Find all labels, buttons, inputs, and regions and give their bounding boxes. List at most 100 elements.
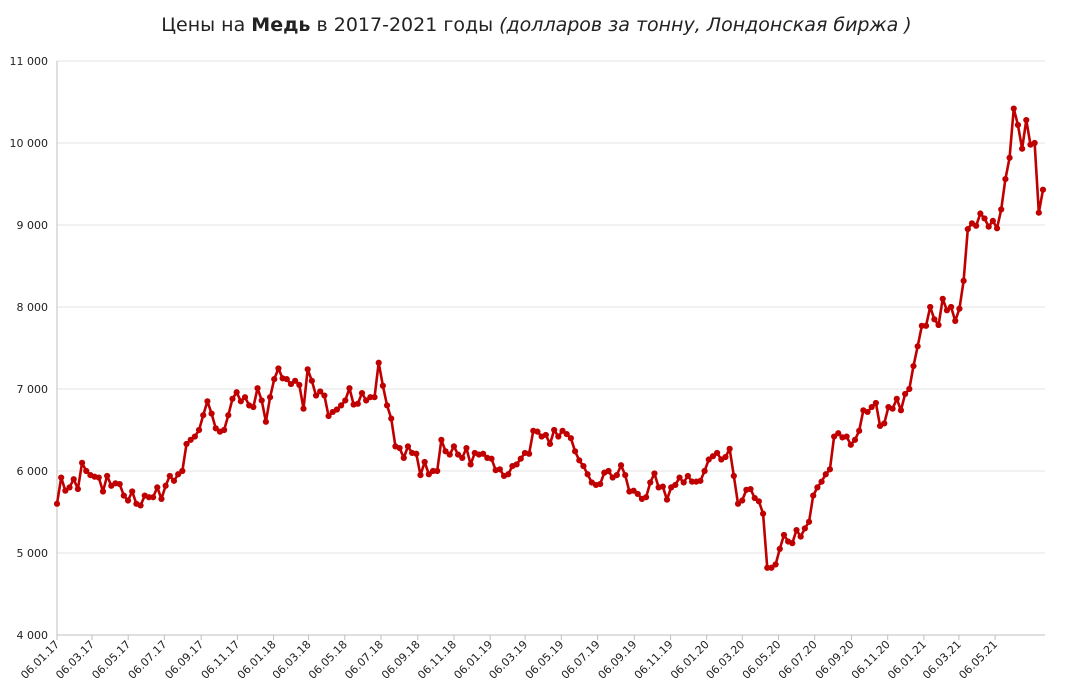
data-point (354, 400, 361, 407)
data-point (935, 321, 942, 329)
data-point (250, 403, 257, 411)
data-point (266, 394, 274, 401)
data-point (847, 441, 854, 448)
data-point (287, 380, 295, 388)
data-point (697, 477, 704, 484)
data-point (747, 485, 754, 493)
data-point (450, 443, 458, 450)
data-point (187, 436, 194, 443)
data-point (964, 226, 971, 233)
y-tick-label: 9 000 (17, 219, 49, 232)
x-tick-label: 06.03.21 (920, 638, 964, 682)
y-tick-label: 6 000 (17, 465, 49, 478)
data-point (931, 316, 938, 323)
data-point (183, 440, 190, 448)
data-point (567, 435, 574, 442)
data-point (730, 472, 737, 480)
data-point (74, 485, 81, 493)
x-axis-tick-labels: 06.01.1706.03.1706.05.1706.07.1706.09.17… (18, 638, 1000, 682)
data-point (576, 457, 583, 464)
data-point (810, 492, 817, 499)
data-point (663, 496, 671, 503)
title-middle: в 2017-2021 годы (310, 14, 500, 36)
data-point (204, 398, 211, 405)
data-point (375, 359, 382, 366)
data-point (338, 402, 345, 409)
data-point (99, 488, 107, 495)
x-tick-label: 06.09.19 (596, 638, 640, 682)
data-point (722, 453, 729, 461)
data-point (943, 307, 951, 314)
data-point (154, 484, 161, 491)
data-point (768, 564, 775, 571)
data-point (622, 472, 629, 479)
gridlines (57, 60, 1045, 554)
y-tick-label: 10 000 (10, 137, 49, 150)
data-point (1035, 209, 1042, 216)
data-point (789, 540, 796, 547)
data-point (676, 474, 683, 481)
data-point (985, 223, 992, 230)
data-point (793, 526, 800, 534)
data-point (237, 398, 244, 405)
data-point (325, 412, 332, 420)
data-point (897, 407, 905, 414)
data-point (993, 225, 1001, 232)
data-point (1006, 154, 1013, 161)
series-line-path (55, 107, 1045, 570)
data-point (200, 412, 207, 419)
data-point (317, 388, 324, 395)
data-point (66, 484, 73, 491)
data-point (927, 303, 934, 311)
data-point (580, 462, 587, 470)
data-point (308, 377, 315, 384)
data-point (701, 467, 708, 475)
y-tick-label: 5 000 (17, 547, 49, 560)
data-point (910, 362, 917, 370)
data-point (53, 500, 61, 507)
data-point (772, 561, 779, 568)
y-axis-tick-labels: 4 000 5 000 6 000 7 000 8 000 9 000 10 000 11 0… (10, 55, 49, 642)
data-point (605, 467, 612, 475)
data-point (254, 385, 261, 392)
x-tick-label: 06.03.17 (53, 638, 97, 682)
data-point (454, 451, 462, 458)
data-point (835, 430, 842, 437)
data-point (889, 405, 896, 412)
data-point (651, 470, 658, 477)
data-point (312, 392, 320, 399)
data-point (400, 454, 407, 461)
data-point (630, 487, 637, 494)
x-tick-label: 06.07.17 (126, 638, 170, 682)
data-point (822, 471, 829, 478)
data-point (488, 455, 495, 462)
title-metal: Медь (251, 14, 311, 36)
y-tick-label: 8 000 (17, 301, 49, 314)
data-point (1023, 116, 1030, 124)
data-point (914, 343, 921, 350)
data-point (1039, 186, 1047, 193)
data-point (170, 477, 178, 484)
data-point (421, 458, 428, 466)
data-point (191, 433, 198, 440)
data-point (124, 497, 132, 504)
data-point (797, 533, 804, 540)
data-point (413, 450, 420, 457)
chart-title: Цены на Медь в 2017-2021 годы (долларов … (0, 14, 1073, 36)
data-point (446, 451, 453, 458)
series-points (53, 105, 1047, 571)
data-point (973, 222, 980, 229)
data-point (304, 366, 311, 373)
data-point (358, 390, 366, 397)
data-point (555, 433, 562, 440)
data-point (680, 479, 687, 486)
data-point (947, 303, 955, 311)
data-point (960, 277, 967, 284)
data-point (258, 397, 265, 404)
data-point (642, 494, 650, 501)
data-point (872, 399, 879, 407)
data-point (300, 405, 307, 412)
data-point (383, 402, 391, 409)
data-point (563, 431, 570, 438)
x-tick-label: 06.07.20 (776, 638, 820, 682)
